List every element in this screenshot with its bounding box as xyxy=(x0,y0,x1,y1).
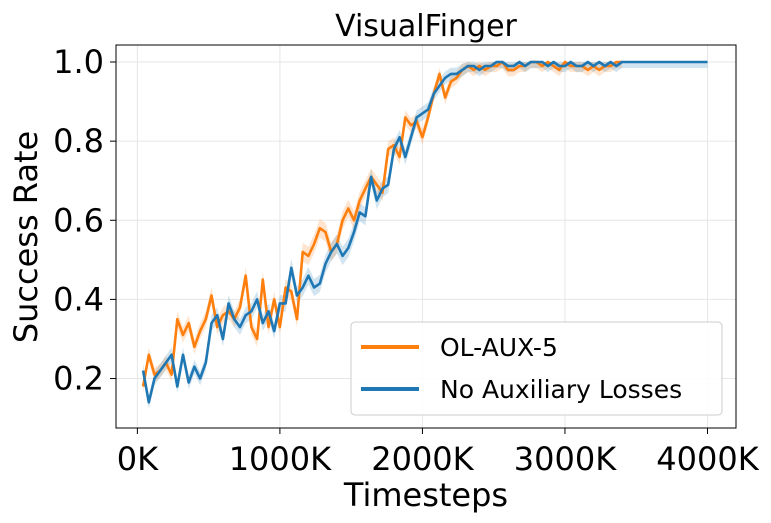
x-tick-label: 3000K xyxy=(514,440,617,478)
plot-frame xyxy=(115,44,737,429)
x-axis-title: Timesteps xyxy=(343,476,508,514)
chart-title: VisualFinger xyxy=(335,9,517,44)
confidence-bands xyxy=(143,62,708,409)
y-tick-label: 0.2 xyxy=(53,360,104,398)
series-lines xyxy=(141,60,708,404)
legend: OL-AUX-5 No Auxiliary Losses xyxy=(350,321,723,416)
band-no-auxiliary-losses xyxy=(143,62,708,409)
y-axis-title: Success Rate xyxy=(7,131,45,343)
y-tick-label: 0.4 xyxy=(53,280,104,318)
legend-label-ol-aux-5: OL-AUX-5 xyxy=(440,333,558,362)
y-tick-label: 0.8 xyxy=(53,122,104,160)
y-axis-ticks: 0.2 0.4 0.6 0.8 1.0 xyxy=(53,43,116,398)
x-tick-label: 2000K xyxy=(371,440,474,478)
legend-label-no-auxiliary-losses: No Auxiliary Losses xyxy=(440,375,682,404)
legend-box xyxy=(350,321,723,416)
x-tick-label: 1000K xyxy=(229,440,332,478)
x-tick-label: 4000K xyxy=(656,440,759,478)
series-line-no-auxiliary-losses xyxy=(141,60,708,404)
y-tick-label: 0.6 xyxy=(53,201,104,239)
x-tick-label: 0K xyxy=(117,440,159,478)
y-tick-label: 1.0 xyxy=(53,43,104,81)
x-axis-ticks: 0K 1000K 2000K 3000K 4000K xyxy=(117,428,760,478)
series-line-ol-aux-5 xyxy=(141,60,622,387)
